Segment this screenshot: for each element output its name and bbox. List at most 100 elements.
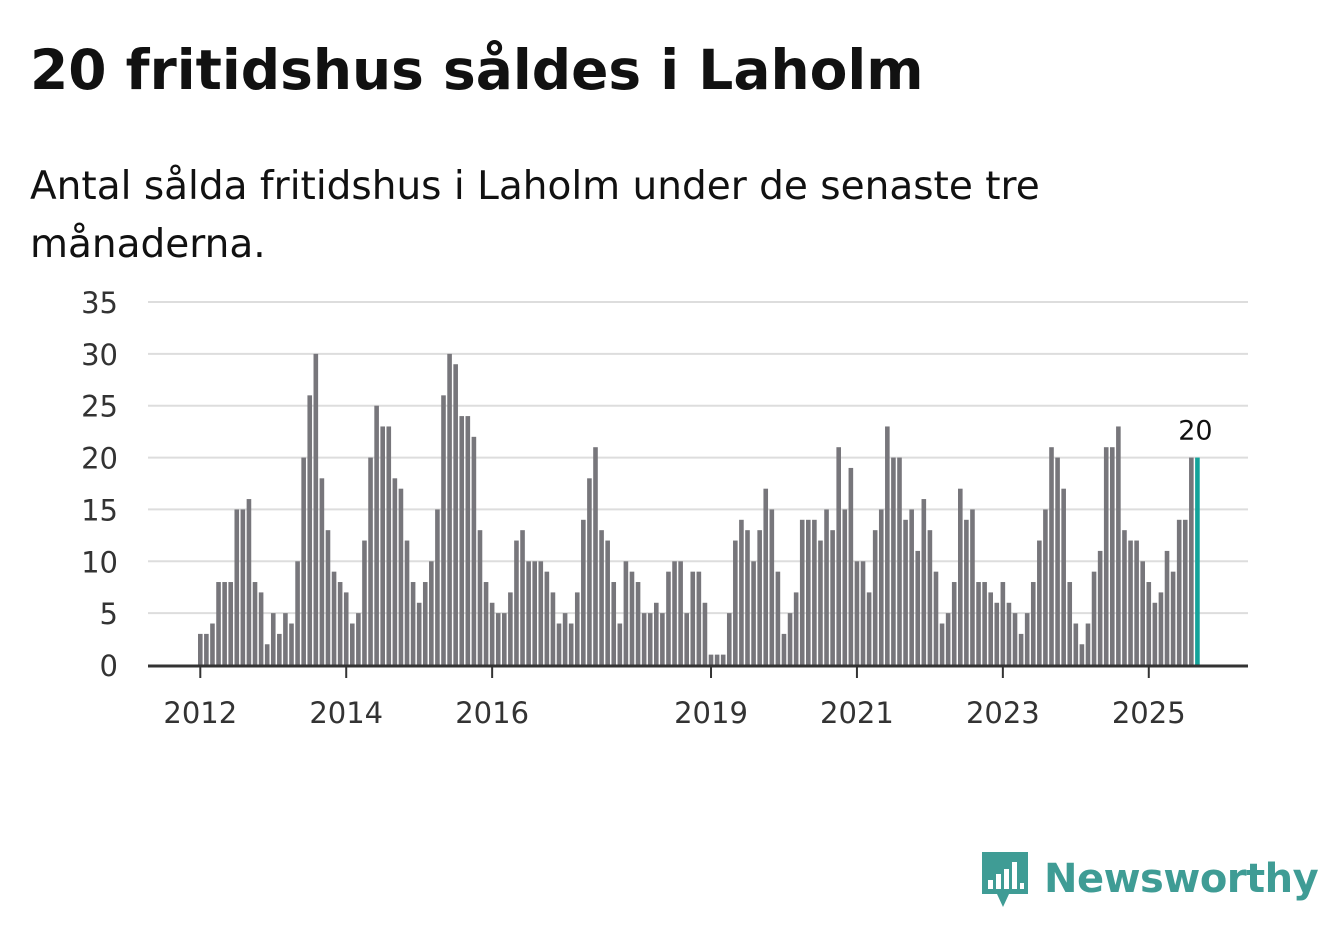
bar <box>958 488 963 665</box>
x-tick-label: 2025 <box>1112 696 1186 730</box>
bar <box>1146 582 1152 665</box>
bar <box>1043 509 1048 665</box>
bar <box>885 426 890 665</box>
bar <box>368 457 373 665</box>
bar <box>581 519 586 665</box>
bar <box>258 592 264 665</box>
bar <box>647 613 653 665</box>
bar <box>526 561 531 665</box>
bar <box>264 644 270 665</box>
bar <box>380 426 385 665</box>
bar <box>702 602 708 665</box>
bar <box>1189 457 1194 665</box>
bar <box>343 592 349 665</box>
bar <box>951 582 957 665</box>
bar-chart-speech-bubble-icon <box>982 852 1028 907</box>
bar <box>672 561 677 665</box>
bar <box>429 561 434 665</box>
bar <box>666 571 671 665</box>
x-tick-label: 2014 <box>309 696 383 730</box>
bar <box>289 623 294 665</box>
bar <box>502 613 507 665</box>
bar <box>520 530 525 665</box>
bar <box>878 509 884 665</box>
bar <box>806 519 811 665</box>
bar <box>410 582 416 665</box>
x-axis-ticks: 2012 2014 2016 2019 2021 2023 2025 <box>163 667 1186 730</box>
bar <box>246 499 252 665</box>
bar <box>459 416 465 665</box>
bar <box>860 561 866 665</box>
x-tick-label: 2021 <box>820 696 894 730</box>
bar <box>866 592 872 665</box>
bar <box>1158 592 1164 665</box>
bar <box>988 592 993 665</box>
bar <box>544 571 550 665</box>
bar <box>660 613 665 665</box>
bar <box>994 602 1000 665</box>
bar <box>270 613 276 665</box>
bar <box>1097 550 1103 665</box>
y-tick-label: 25 <box>81 390 118 424</box>
y-tick-label: 15 <box>81 493 118 527</box>
bar <box>891 457 896 665</box>
bar <box>398 488 404 665</box>
x-tick-label: 2023 <box>966 696 1040 730</box>
bar <box>927 530 933 665</box>
bar <box>277 633 282 665</box>
bar <box>374 405 379 665</box>
bar <box>416 602 422 665</box>
bar <box>1103 447 1109 665</box>
bar <box>708 654 714 665</box>
bar <box>842 509 848 665</box>
bar <box>532 561 537 665</box>
bar <box>915 550 921 665</box>
bar <box>909 509 914 665</box>
brand-name: Newsworthy <box>1044 856 1319 902</box>
bar <box>1152 602 1158 665</box>
bar <box>854 561 860 665</box>
bar <box>799 519 805 665</box>
bar <box>587 478 592 665</box>
bar <box>313 353 319 665</box>
bar <box>921 499 927 665</box>
bar <box>562 613 568 665</box>
bar <box>1176 519 1182 665</box>
bar <box>392 478 398 665</box>
bar <box>1049 447 1054 665</box>
bar <box>726 613 732 665</box>
bar <box>1000 582 1006 665</box>
bar <box>228 582 233 665</box>
bar <box>471 436 477 665</box>
bar <box>599 530 604 665</box>
bar <box>495 613 501 665</box>
x-tick-label: 2016 <box>455 696 529 730</box>
bar <box>337 582 343 665</box>
bar <box>216 582 221 665</box>
bar <box>404 540 410 665</box>
bar <box>678 561 683 665</box>
y-tick-label: 5 <box>100 597 118 631</box>
bar <box>964 519 969 665</box>
last-value-label: 20 <box>1178 416 1212 447</box>
bar <box>757 530 762 665</box>
bar <box>939 623 945 665</box>
bar <box>945 613 951 665</box>
bar <box>350 623 355 665</box>
bar <box>617 623 623 665</box>
bar <box>769 509 775 665</box>
bar <box>903 519 908 665</box>
bar <box>897 457 902 665</box>
bar <box>970 509 975 665</box>
bar <box>307 395 313 665</box>
bar <box>222 582 227 665</box>
bar <box>252 582 258 665</box>
bar <box>848 467 854 665</box>
bar <box>1164 550 1170 665</box>
bar <box>1073 623 1079 665</box>
bar <box>234 509 240 665</box>
bar <box>872 530 878 665</box>
bar <box>447 353 452 665</box>
bar <box>1037 540 1042 665</box>
